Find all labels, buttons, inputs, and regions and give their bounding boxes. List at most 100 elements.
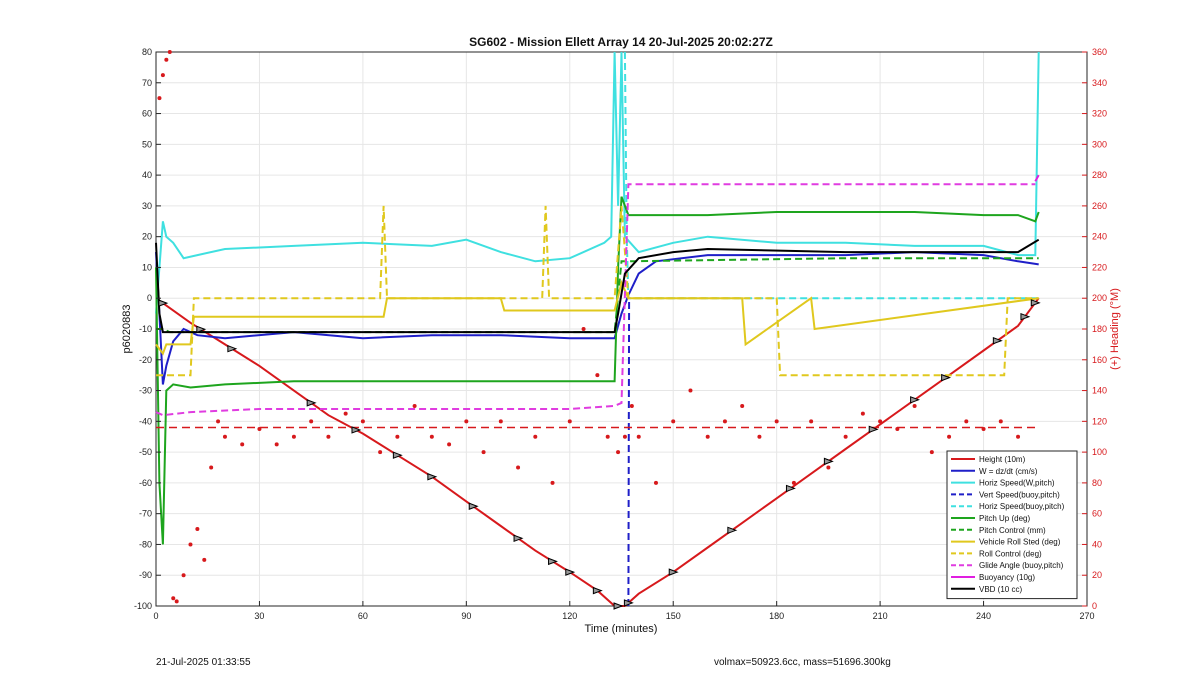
y-tick-label-right: 180 <box>1092 324 1107 334</box>
height-marker <box>513 534 524 543</box>
heading-point <box>791 480 796 485</box>
heading-point <box>533 434 538 439</box>
y-tick-label-right: 20 <box>1092 570 1102 580</box>
heading-point <box>257 427 262 432</box>
y-tick-label-left: -80 <box>139 539 152 549</box>
heading-point <box>216 419 221 424</box>
height-marker <box>868 425 879 434</box>
y-tick-label-left: 10 <box>142 262 152 272</box>
height-marker <box>592 586 603 595</box>
x-tick-label: 210 <box>873 611 888 621</box>
height-marker <box>565 568 576 576</box>
heading-point <box>671 419 676 424</box>
heading-point <box>616 450 621 455</box>
heading-point <box>757 434 762 439</box>
marker-layer <box>158 299 1041 610</box>
heading-point <box>550 480 555 485</box>
series-layer <box>155 50 1040 607</box>
heading-point <box>595 373 600 378</box>
y-tick-label-left: -40 <box>139 416 152 426</box>
height-marker <box>785 484 796 493</box>
legend-label: Buoyancy (10g) <box>979 573 1035 582</box>
height-marker <box>306 399 317 407</box>
heading-point <box>688 388 693 393</box>
height-marker <box>196 325 207 334</box>
heading-point <box>360 419 365 424</box>
x-tick-label: 60 <box>358 611 368 621</box>
y-tick-label-left: 80 <box>142 47 152 57</box>
height-marker <box>992 336 1003 345</box>
legend-label: Glide Angle (buoy,pitch) <box>979 561 1064 570</box>
axes: 0 30 60 90 120 150 180 210 240 270-100-90-80-70-6… <box>134 47 1107 621</box>
heading-point <box>309 419 314 424</box>
y-tick-label-left: 0 <box>147 293 152 303</box>
height-marker <box>427 473 438 481</box>
y-tick-label-right: 120 <box>1092 416 1107 426</box>
y-tick-label-right: 200 <box>1092 293 1107 303</box>
series-glide-angle-buoy-pitch- <box>155 183 1036 417</box>
y-tick-label-right: 0 <box>1092 601 1097 611</box>
height-marker <box>727 526 738 535</box>
heading-point <box>1016 434 1021 439</box>
heading-point <box>188 542 193 547</box>
y-tick-label-right: 100 <box>1092 447 1107 457</box>
heading-point <box>605 434 610 439</box>
footer-volume-mass: volmax=50923.6cc, mass=51696.300kg <box>714 657 891 668</box>
heading-point <box>947 434 952 439</box>
heading-point <box>209 465 214 470</box>
heading-point <box>929 450 934 455</box>
heading-point <box>171 596 176 601</box>
y-tick-label-right: 140 <box>1092 386 1107 396</box>
y-tick-label-left: 40 <box>142 170 152 180</box>
heading-point <box>412 403 417 408</box>
y-axis-label-right: (+) Heading (°M) <box>1109 288 1121 370</box>
heading-point <box>629 403 634 408</box>
height-marker <box>548 557 558 566</box>
y-tick-label-left: 60 <box>142 109 152 119</box>
heading-point <box>326 434 331 439</box>
y-tick-label-right: 260 <box>1092 201 1107 211</box>
heading-point <box>622 434 627 439</box>
legend-label: VBD (10 cc) <box>979 585 1022 594</box>
height-marker <box>1030 299 1041 307</box>
height-marker <box>941 373 952 382</box>
heading-point <box>516 465 521 470</box>
heading-point <box>964 419 969 424</box>
heading-point <box>481 450 486 455</box>
legend-label: Roll Control (deg) <box>979 549 1042 558</box>
heading-point <box>740 403 745 408</box>
legend: Height (10m) W = dz/dt (cm/s) Horiz Speed(… <box>946 450 1078 600</box>
y-tick-label-left: -70 <box>139 509 152 519</box>
height-marker <box>158 299 169 307</box>
height-marker <box>468 502 479 511</box>
heading-point <box>378 450 383 455</box>
height-marker <box>1020 312 1031 321</box>
y-tick-label-right: 340 <box>1092 78 1107 88</box>
footer-timestamp: 21-Jul-2025 01:33:55 <box>156 657 251 668</box>
heading-point <box>164 57 169 62</box>
x-tick-label: 180 <box>769 611 784 621</box>
legend-label: Pitch Up (deg) <box>979 514 1030 523</box>
height-marker <box>392 451 403 459</box>
heading-point <box>705 434 710 439</box>
chart-title: SG602 - Mission Ellett Array 14 20-Jul-2… <box>469 35 773 49</box>
x-tick-label: 30 <box>254 611 264 621</box>
heading-point <box>291 434 296 439</box>
height-marker <box>823 457 834 466</box>
series-roll-control-deg- <box>156 205 1039 377</box>
legend-label: Pitch Control (mm) <box>979 526 1046 535</box>
height-marker <box>668 568 679 576</box>
y-tick-label-left: -30 <box>139 386 152 396</box>
heading-point <box>202 557 207 562</box>
heading-point <box>498 419 503 424</box>
y-tick-label-right: 240 <box>1092 232 1107 242</box>
heading-point <box>343 411 348 416</box>
y-tick-label-right: 80 <box>1092 478 1102 488</box>
y-tick-label-left: -90 <box>139 570 152 580</box>
legend-label: Vehicle Roll Sted (deg) <box>979 538 1061 547</box>
heading-point <box>998 419 1003 424</box>
y-tick-label-right: 280 <box>1092 170 1107 180</box>
legend-label: Vert Speed(buoy,pitch) <box>979 490 1060 499</box>
y-tick-label-left: -10 <box>139 324 152 334</box>
